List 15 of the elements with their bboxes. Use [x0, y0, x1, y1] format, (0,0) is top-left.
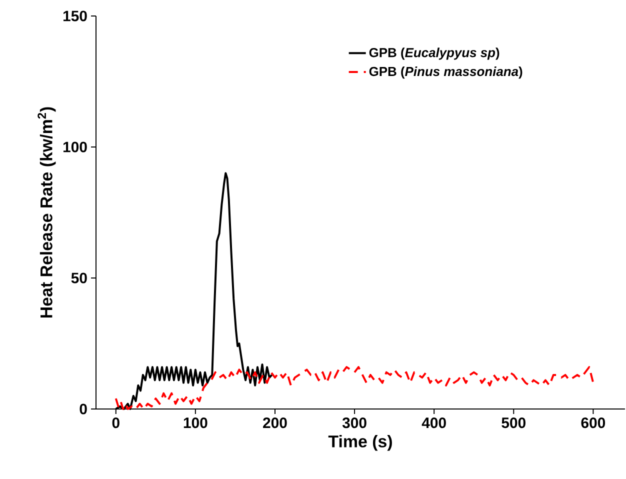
y-tick-label: 0: [80, 404, 87, 414]
x-tick-label: 600: [581, 418, 606, 428]
y-tick-label: 100: [63, 142, 87, 152]
x-axis-title: Time (s): [328, 434, 392, 451]
y-tick-label: 150: [63, 10, 87, 22]
y-tick-label: 50: [71, 272, 87, 284]
x-tick-label: 500: [502, 418, 526, 428]
legend-label: GPB (Eucalypyus sp): [369, 48, 500, 60]
x-tick-label: 200: [263, 418, 287, 428]
x-tick-label: 400: [422, 418, 446, 428]
legend-label: GPB (Pinus massoniana): [369, 66, 522, 79]
x-tick-label: 100: [184, 418, 208, 428]
x-tick-label: 0: [112, 418, 120, 428]
y-axis-title: Heat Release Rate (kw/m$^{2}$): [38, 107, 56, 318]
x-tick-label: 300: [342, 418, 366, 428]
